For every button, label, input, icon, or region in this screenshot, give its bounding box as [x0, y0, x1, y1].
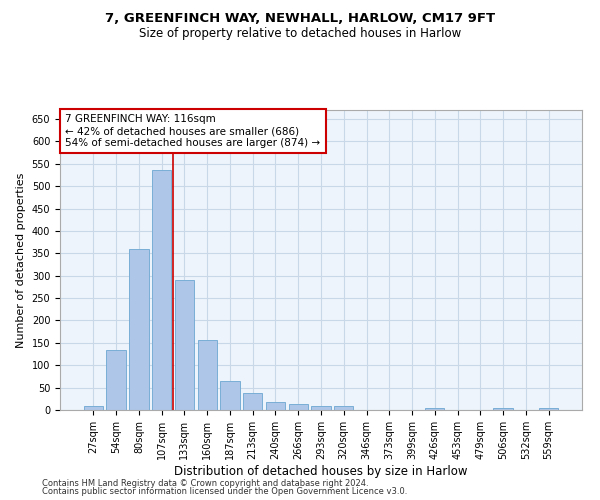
Bar	[493, 408, 513, 410]
Bar	[425, 408, 445, 410]
Bar	[106, 350, 126, 410]
Bar	[266, 402, 285, 410]
Text: 7 GREENFINCH WAY: 116sqm
← 42% of detached houses are smaller (686)
54% of semi-: 7 GREENFINCH WAY: 116sqm ← 42% of detach…	[65, 114, 320, 148]
Bar	[289, 404, 308, 410]
Bar	[334, 406, 353, 410]
Bar	[152, 170, 172, 410]
Bar	[311, 406, 331, 410]
X-axis label: Distribution of detached houses by size in Harlow: Distribution of detached houses by size …	[174, 464, 468, 477]
Bar	[175, 280, 194, 410]
Bar	[539, 408, 558, 410]
Bar	[243, 393, 262, 410]
Bar	[84, 406, 103, 410]
Bar	[129, 249, 149, 410]
Y-axis label: Number of detached properties: Number of detached properties	[16, 172, 26, 348]
Text: Contains public sector information licensed under the Open Government Licence v3: Contains public sector information licen…	[42, 487, 407, 496]
Text: Size of property relative to detached houses in Harlow: Size of property relative to detached ho…	[139, 28, 461, 40]
Bar	[220, 381, 239, 410]
Bar	[197, 340, 217, 410]
Text: 7, GREENFINCH WAY, NEWHALL, HARLOW, CM17 9FT: 7, GREENFINCH WAY, NEWHALL, HARLOW, CM17…	[105, 12, 495, 26]
Text: Contains HM Land Registry data © Crown copyright and database right 2024.: Contains HM Land Registry data © Crown c…	[42, 478, 368, 488]
